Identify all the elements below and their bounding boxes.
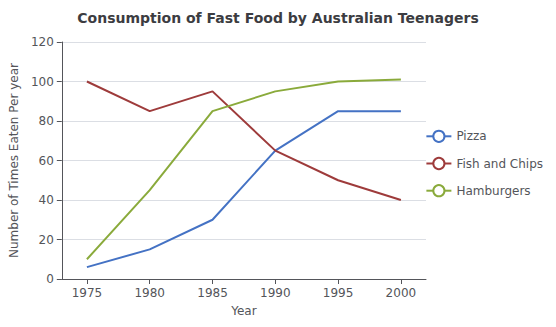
svg-text:Number of Times Eaten Per year: Number of Times Eaten Per year <box>7 63 21 258</box>
svg-text:Year: Year <box>230 304 256 318</box>
svg-text:1990: 1990 <box>260 286 291 300</box>
svg-text:80: 80 <box>39 114 54 128</box>
svg-text:1975: 1975 <box>72 286 103 300</box>
svg-text:1980: 1980 <box>134 286 165 300</box>
svg-text:0: 0 <box>46 272 54 286</box>
svg-text:1995: 1995 <box>323 286 354 300</box>
svg-text:1985: 1985 <box>197 286 228 300</box>
svg-text:120: 120 <box>31 35 54 49</box>
svg-text:100: 100 <box>31 75 54 89</box>
svg-text:2000: 2000 <box>386 286 417 300</box>
svg-text:Pizza: Pizza <box>456 129 486 143</box>
svg-text:40: 40 <box>39 193 54 207</box>
svg-text:Hamburgers: Hamburgers <box>456 184 530 198</box>
svg-text:20: 20 <box>39 233 54 247</box>
svg-text:60: 60 <box>39 154 54 168</box>
svg-text:Consumption of Fast Food by Au: Consumption of Fast Food by Australian T… <box>77 10 478 26</box>
svg-text:Fish and Chips: Fish and Chips <box>456 157 543 171</box>
